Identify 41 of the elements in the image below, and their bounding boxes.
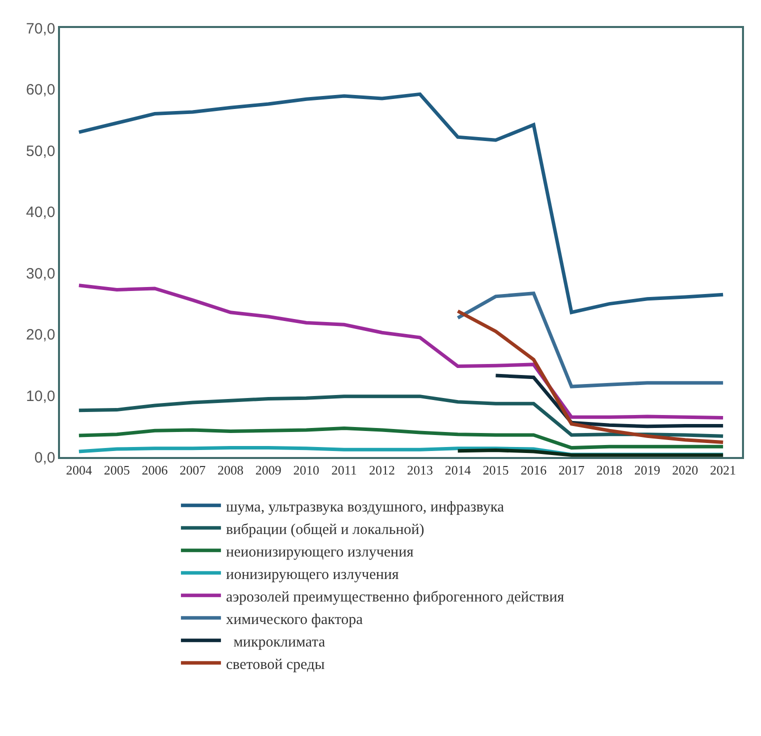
y-tick-label: 10,0: [26, 388, 56, 405]
legend-label: световой среды: [226, 656, 325, 673]
x-tick-label: 2008: [218, 462, 244, 478]
line-series: [77, 284, 725, 420]
y-tick-label: 50,0: [26, 142, 56, 160]
x-tick-label: 2013: [406, 462, 433, 478]
y-tick-label: 70,0: [26, 20, 56, 38]
y-tick-label: 0,0: [34, 449, 56, 466]
x-tick-label: 2016: [520, 462, 548, 478]
x-tick-label: 2015: [482, 462, 509, 478]
line-series: [77, 394, 725, 438]
x-tick-label: 2020: [672, 462, 698, 478]
x-tick-label: 2007: [180, 462, 206, 478]
x-tick-label: 2012: [369, 462, 396, 478]
x-tick-label: 2017: [558, 462, 585, 478]
line-series: [77, 92, 725, 314]
x-tick-label: 2021: [710, 462, 736, 478]
y-tick-label: 20,0: [26, 326, 56, 344]
x-tick-label: 2010: [293, 462, 320, 478]
legend-label: ионизирующего излучения: [226, 566, 399, 583]
x-tick-label: 2011: [331, 462, 357, 478]
y-tick-label: 30,0: [26, 265, 56, 282]
line-series: [494, 374, 725, 428]
x-tick-label: 2018: [596, 462, 622, 478]
x-tick-label: 2014: [444, 462, 472, 478]
x-tick-label: 2019: [634, 462, 660, 478]
y-tick-label: 60,0: [26, 82, 56, 99]
line-series: [77, 426, 725, 450]
y-tick-label: 40,0: [26, 204, 56, 222]
x-tick-label: 2005: [104, 462, 130, 478]
legend-label: шума, ультразвука воздушного, инфразвука: [226, 499, 504, 516]
legend-label: микроклимата: [226, 634, 326, 650]
legend-label: вибрации (общей и локальной): [226, 522, 424, 538]
legend-label: неионизирующего излучения: [226, 544, 414, 560]
x-tick-label: 2004: [66, 462, 92, 478]
legend-label: химического фактора: [226, 612, 364, 628]
line-series: [456, 309, 725, 444]
x-tick-label: 2006: [142, 462, 168, 478]
line-series: [456, 292, 725, 388]
x-tick-label: 2009: [255, 462, 282, 478]
legend-label: аэрозолей преимущественно фиброгенного действия: [226, 589, 564, 606]
